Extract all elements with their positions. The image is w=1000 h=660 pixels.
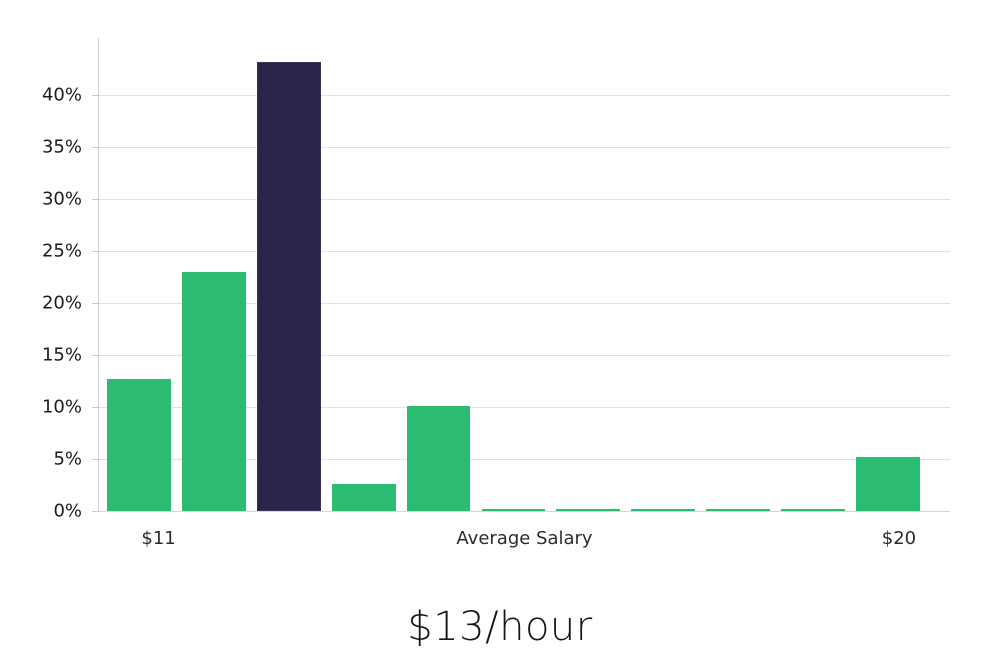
bar[interactable] bbox=[556, 508, 621, 511]
bar[interactable] bbox=[406, 406, 471, 511]
y-axis-tick-mark bbox=[92, 511, 99, 512]
bar[interactable] bbox=[855, 456, 920, 511]
y-axis-tick-mark bbox=[92, 199, 99, 201]
gridline bbox=[99, 147, 950, 149]
y-axis-tick-mark bbox=[92, 95, 99, 97]
gridline bbox=[99, 251, 950, 253]
chart-gridlines bbox=[99, 38, 950, 512]
y-axis-line bbox=[98, 38, 99, 512]
gridline bbox=[99, 303, 950, 305]
bar[interactable] bbox=[781, 508, 845, 511]
y-axis-tick-label: 10% bbox=[41, 396, 82, 418]
y-axis-tick-mark bbox=[92, 251, 99, 253]
x-axis-label: Average Salary bbox=[456, 528, 593, 549]
y-axis-tick-mark bbox=[92, 355, 99, 357]
y-axis-tick-label: 5% bbox=[53, 448, 82, 470]
y-axis-tick-label: 30% bbox=[41, 188, 82, 210]
y-axis-tick-mark bbox=[92, 459, 99, 461]
gridline bbox=[99, 355, 950, 357]
bar[interactable] bbox=[107, 378, 171, 511]
bar[interactable] bbox=[481, 508, 546, 511]
chart-caption: $13/hour bbox=[407, 604, 593, 650]
y-axis-tick-label: 20% bbox=[41, 292, 82, 314]
x-axis-label: $20 bbox=[881, 528, 917, 549]
bar-series bbox=[99, 38, 950, 511]
y-axis-tick-label: 25% bbox=[41, 240, 82, 262]
gridline bbox=[99, 95, 950, 97]
y-axis-tick-label: 15% bbox=[41, 344, 82, 366]
y-axis-tick-mark bbox=[92, 407, 99, 409]
y-axis-tick-label: 40% bbox=[41, 84, 82, 106]
bar-highlighted[interactable] bbox=[256, 61, 321, 511]
gridline bbox=[99, 407, 950, 409]
bar[interactable] bbox=[631, 508, 696, 511]
y-axis-tick-label: 35% bbox=[41, 136, 82, 158]
y-axis-tick-mark bbox=[92, 147, 99, 149]
x-axis-label: $11 bbox=[141, 528, 176, 549]
gridline bbox=[99, 459, 950, 461]
bar[interactable] bbox=[706, 508, 770, 511]
bar[interactable] bbox=[331, 483, 396, 511]
gridline bbox=[99, 511, 950, 512]
bar[interactable] bbox=[181, 271, 246, 511]
gridline bbox=[99, 199, 950, 201]
y-axis-tick-label: 0% bbox=[53, 500, 82, 522]
y-axis-tick-mark bbox=[92, 303, 99, 305]
